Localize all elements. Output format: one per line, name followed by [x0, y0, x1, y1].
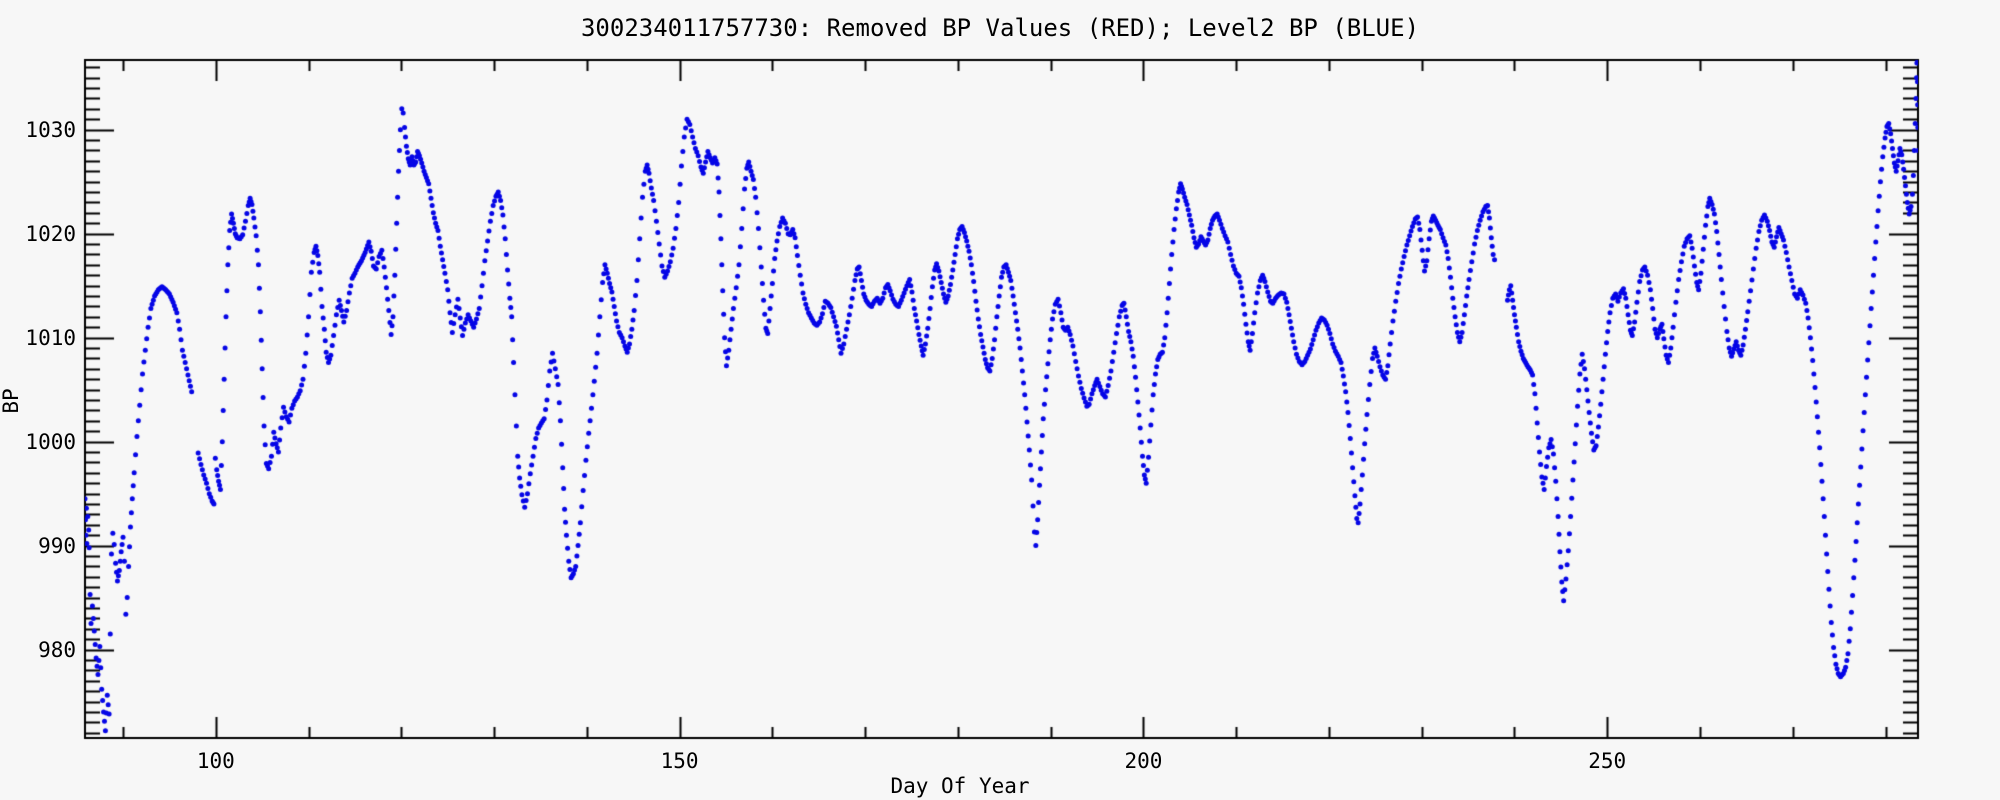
y-axis-label: BP — [0, 388, 23, 414]
x-tick-label: 250 — [1588, 749, 1627, 773]
x-tick-label: 100 — [196, 749, 235, 773]
x-tick-label: 200 — [1124, 749, 1163, 773]
y-tick-label: 1000 — [25, 429, 76, 454]
y-tick-label: 1020 — [25, 221, 76, 246]
x-tick-label: 150 — [660, 749, 699, 773]
x-axis-label: Day Of Year — [890, 774, 1030, 798]
y-tick-label: 980 — [38, 637, 76, 662]
y-tick-label: 1030 — [25, 117, 76, 142]
y-tick-label: 1010 — [25, 325, 76, 350]
plot-title: 300234011757730: Removed BP Values (RED)… — [580, 14, 1420, 42]
y-tick-label: 990 — [38, 533, 76, 558]
